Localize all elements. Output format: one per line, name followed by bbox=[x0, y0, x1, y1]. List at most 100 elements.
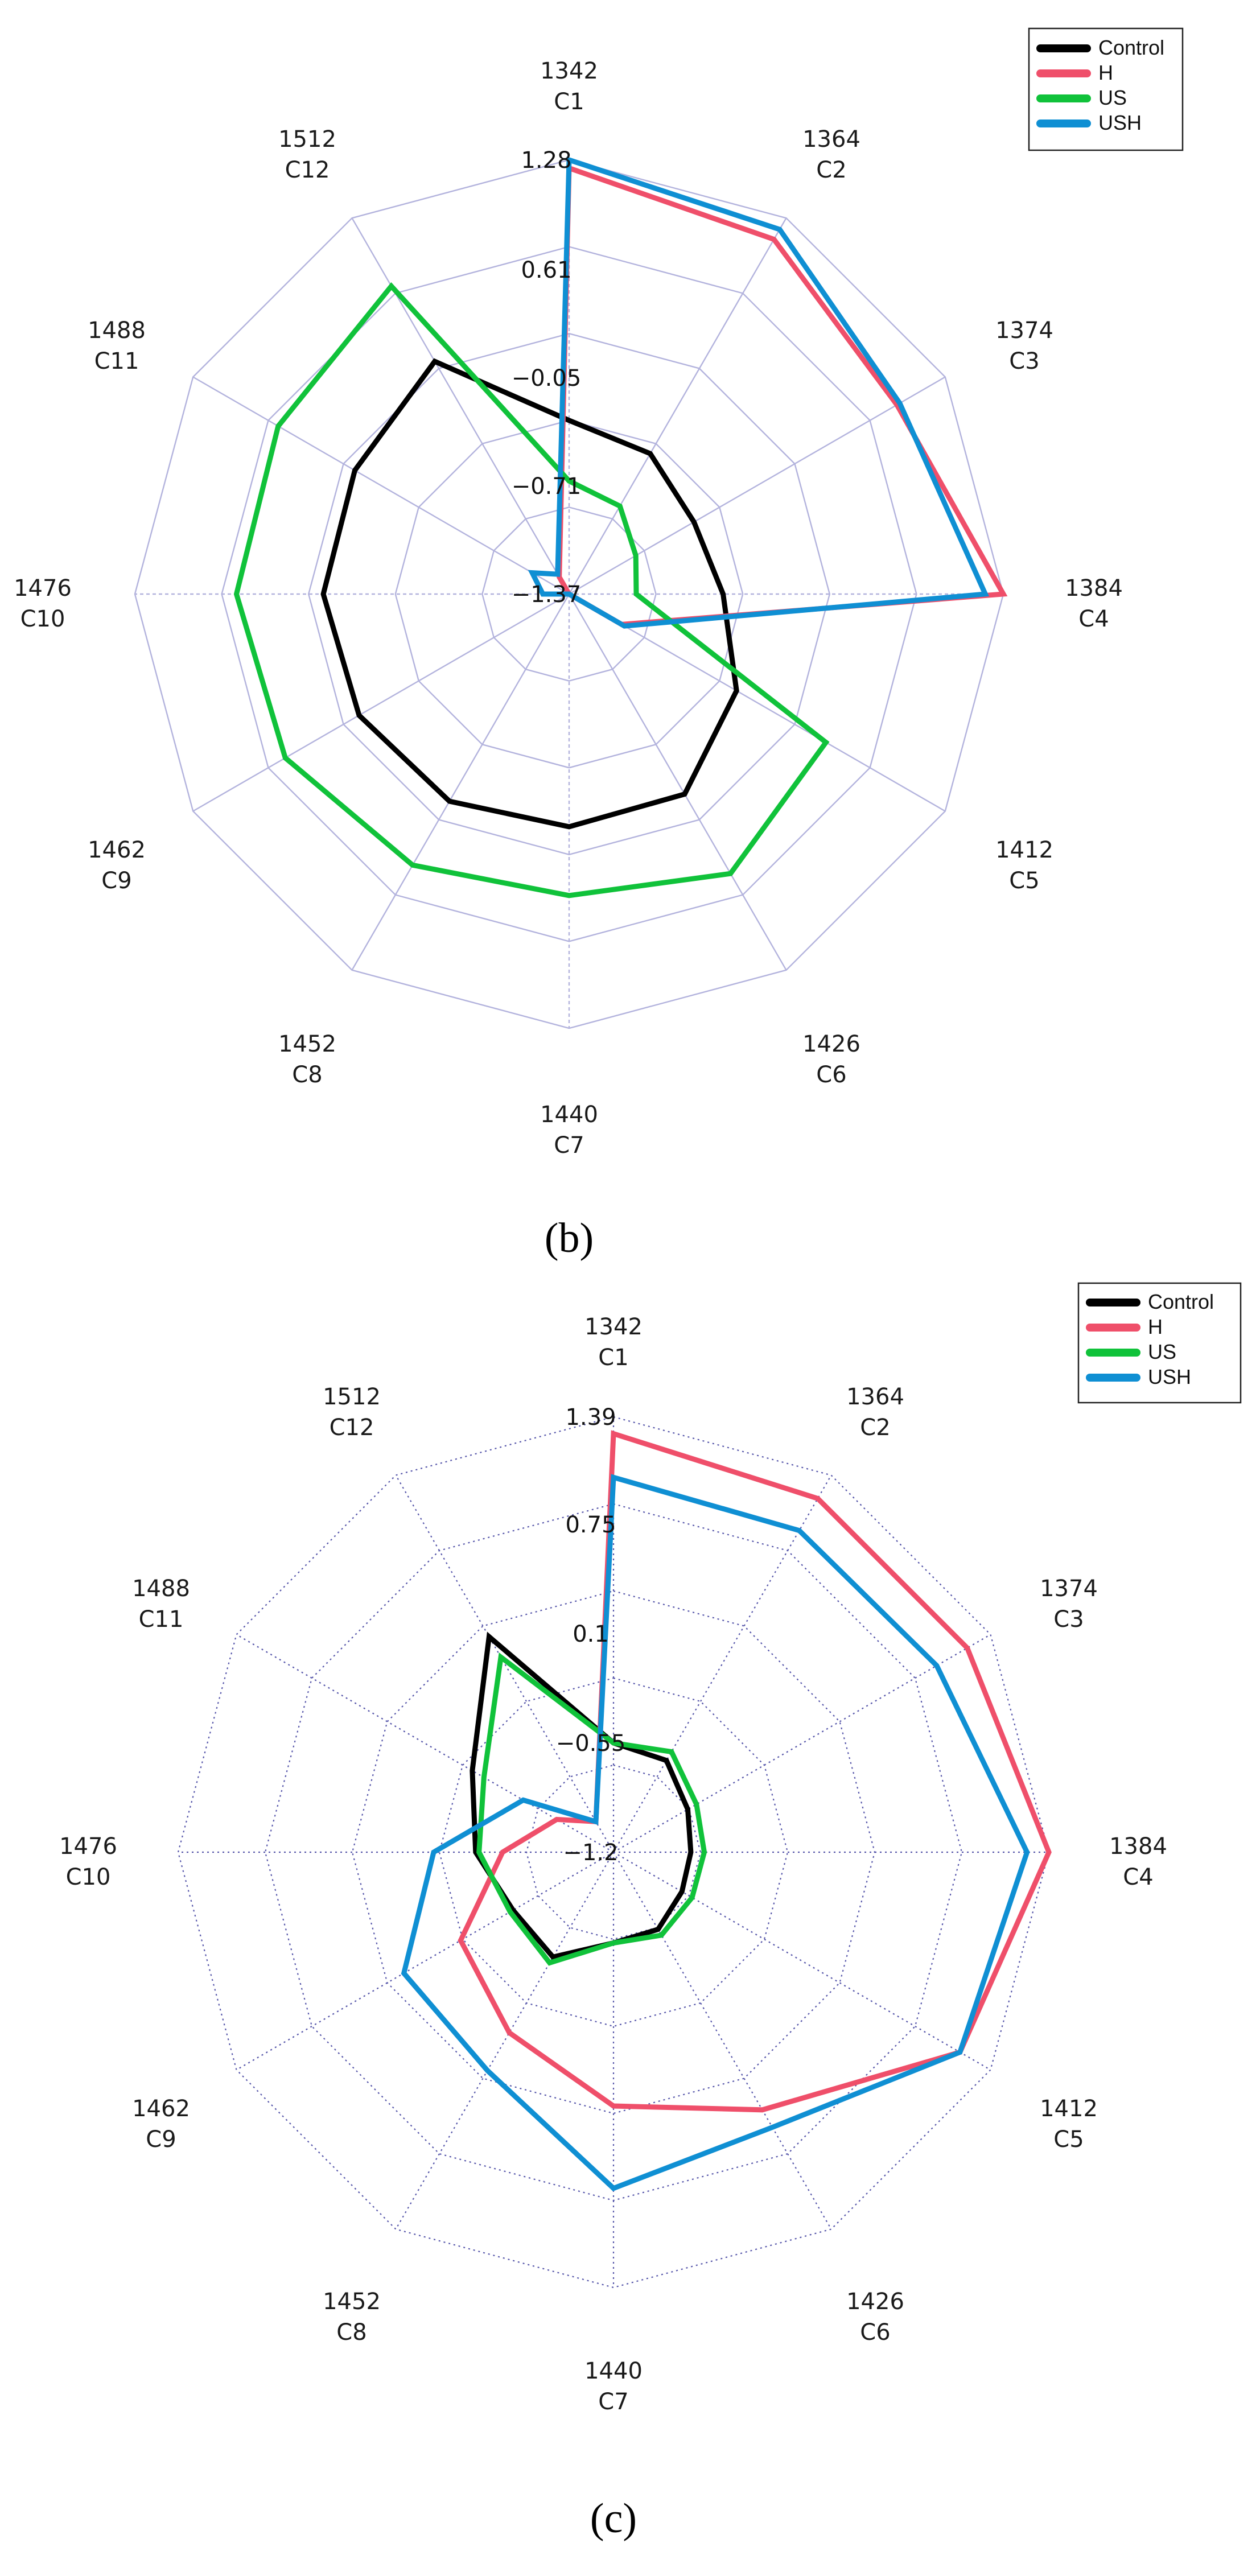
axis-id-label: C3 bbox=[1053, 1606, 1084, 1633]
series-line-ush bbox=[401, 1474, 1030, 2191]
axis-wavenumber-label: 1462 bbox=[88, 837, 146, 863]
tick-labels: 1.39 0.75 0.1 −0.55 −1.2 bbox=[556, 1404, 626, 1866]
axis-id-label: C2 bbox=[860, 1415, 890, 1441]
axis-wavenumber-label: 1440 bbox=[540, 1102, 598, 1128]
axis-id-label: C3 bbox=[1009, 348, 1039, 374]
tick-label: 0.1 bbox=[573, 1621, 609, 1647]
grid bbox=[177, 1416, 1050, 2289]
legend-label-ush: USH bbox=[1098, 111, 1142, 134]
axis-id-label: C6 bbox=[860, 2319, 890, 2346]
axis-id-label: C1 bbox=[554, 89, 584, 115]
panel-label-c: (c) bbox=[590, 2495, 637, 2542]
panel-label-b: (b) bbox=[545, 1215, 594, 1262]
grid-spoke bbox=[613, 1852, 991, 2071]
radar-chart-c: 1.39 0.75 0.1 −0.55 −1.2 1342 C1 1364 C2 1374 C3 13… bbox=[59, 1282, 1242, 2415]
axis-id-label: C7 bbox=[554, 1132, 584, 1159]
axis-id-label: C4 bbox=[1123, 1864, 1153, 1890]
axis-wavenumber-label: 1426 bbox=[802, 1031, 860, 1057]
axis-id-label: C7 bbox=[598, 2389, 628, 2415]
axis-id-label: C8 bbox=[336, 2319, 367, 2346]
legend-label-ush: USH bbox=[1148, 1365, 1191, 1388]
series-line-control bbox=[470, 1631, 694, 1960]
grid-spoke bbox=[236, 1852, 614, 2071]
axis-wavenumber-label: 1374 bbox=[1040, 1576, 1098, 1602]
tick-labels: 1.28 0.61 −0.05 −0.71 −1.37 bbox=[512, 147, 582, 608]
axis-wavenumber-label: 1342 bbox=[540, 58, 598, 84]
axis-wavenumber-label: 1452 bbox=[323, 2289, 381, 2315]
legend-label-control: Control bbox=[1098, 36, 1164, 59]
axis-id-label: C9 bbox=[101, 868, 131, 894]
grid-spoke bbox=[236, 1634, 614, 1853]
axis-id-label: C5 bbox=[1009, 868, 1039, 894]
legend-label-control: Control bbox=[1148, 1290, 1214, 1313]
axis-wavenumber-label: 1364 bbox=[802, 126, 860, 153]
grid-spoke bbox=[192, 593, 570, 812]
axis-wavenumber-label: 1426 bbox=[846, 2289, 904, 2315]
axis-id-label: C9 bbox=[146, 2126, 176, 2153]
category-labels: 1342 C1 1364 C2 1374 C3 1384 C4 1412 C5 1426 C6 1440… bbox=[14, 58, 1123, 1159]
axis-id-label: C8 bbox=[292, 1062, 322, 1088]
tick-label: 1.39 bbox=[565, 1404, 616, 1431]
axis-wavenumber-label: 1488 bbox=[88, 318, 146, 344]
grid bbox=[134, 159, 1004, 1029]
axis-wavenumber-label: 1364 bbox=[846, 1384, 904, 1410]
tick-label: −1.37 bbox=[512, 582, 582, 608]
series-line-h bbox=[557, 164, 1008, 627]
axis-id-label: C11 bbox=[94, 348, 139, 374]
tick-label: 1.28 bbox=[521, 147, 571, 174]
grid-spoke bbox=[613, 1852, 832, 2230]
grid-spoke bbox=[613, 1634, 991, 1853]
axis-id-label: C1 bbox=[598, 1345, 628, 1371]
axis-id-label: C2 bbox=[816, 157, 846, 183]
axis-id-label: C11 bbox=[139, 1606, 184, 1633]
axis-id-label: C12 bbox=[330, 1415, 374, 1441]
axis-wavenumber-label: 1476 bbox=[59, 1833, 117, 1860]
series-line-control bbox=[320, 358, 739, 830]
grid-spoke bbox=[569, 376, 946, 595]
series-group bbox=[233, 156, 1008, 898]
axis-wavenumber-label: 1412 bbox=[1040, 2096, 1098, 2122]
legend-label-h: H bbox=[1148, 1315, 1163, 1338]
axis-id-label: C6 bbox=[816, 1062, 846, 1088]
series-line-h bbox=[458, 1430, 1052, 2113]
series-group bbox=[401, 1430, 1052, 2191]
series-line-us bbox=[233, 282, 830, 898]
axis-id-label: C10 bbox=[66, 1864, 111, 1890]
axis-wavenumber-label: 1384 bbox=[1065, 575, 1123, 601]
tick-label: −0.55 bbox=[556, 1730, 626, 1757]
axis-wavenumber-label: 1342 bbox=[584, 1314, 643, 1340]
axis-id-label: C5 bbox=[1053, 2126, 1084, 2153]
axis-wavenumber-label: 1476 bbox=[14, 575, 72, 601]
axis-wavenumber-label: 1512 bbox=[323, 1384, 381, 1410]
grid-spoke bbox=[351, 593, 570, 971]
grid-ring bbox=[438, 1677, 789, 2027]
grid-spoke bbox=[613, 1474, 832, 1853]
tick-label: −0.71 bbox=[512, 473, 582, 500]
grid-spoke bbox=[192, 376, 570, 595]
grid-spoke bbox=[568, 217, 787, 595]
tick-label: 0.75 bbox=[565, 1512, 616, 1538]
legend-label-us: US bbox=[1148, 1340, 1176, 1363]
axis-id-label: C12 bbox=[285, 157, 330, 183]
axis-wavenumber-label: 1412 bbox=[995, 837, 1053, 863]
axis-wavenumber-label: 1384 bbox=[1109, 1833, 1167, 1860]
axis-wavenumber-label: 1512 bbox=[278, 126, 336, 153]
grid-spoke bbox=[395, 1852, 614, 2230]
axis-wavenumber-label: 1488 bbox=[132, 1576, 190, 1602]
legend-label-us: US bbox=[1098, 86, 1127, 109]
axis-wavenumber-label: 1452 bbox=[278, 1031, 336, 1057]
grid-spoke bbox=[568, 593, 787, 971]
legend-label-h: H bbox=[1098, 61, 1113, 84]
tick-label: −0.05 bbox=[512, 365, 582, 391]
series-line-ush bbox=[528, 156, 989, 629]
axis-wavenumber-label: 1374 bbox=[995, 318, 1053, 344]
series-line-us bbox=[476, 1652, 707, 1966]
grid-spoke bbox=[395, 1474, 614, 1853]
axis-wavenumber-label: 1462 bbox=[132, 2096, 190, 2122]
axis-wavenumber-label: 1440 bbox=[584, 2358, 643, 2384]
radar-chart-b: 1.28 0.61 −0.05 −0.71 −1.37 1342 C1 1364 C2 1374 C… bbox=[14, 27, 1184, 1159]
tick-label: −1.2 bbox=[563, 1840, 618, 1866]
